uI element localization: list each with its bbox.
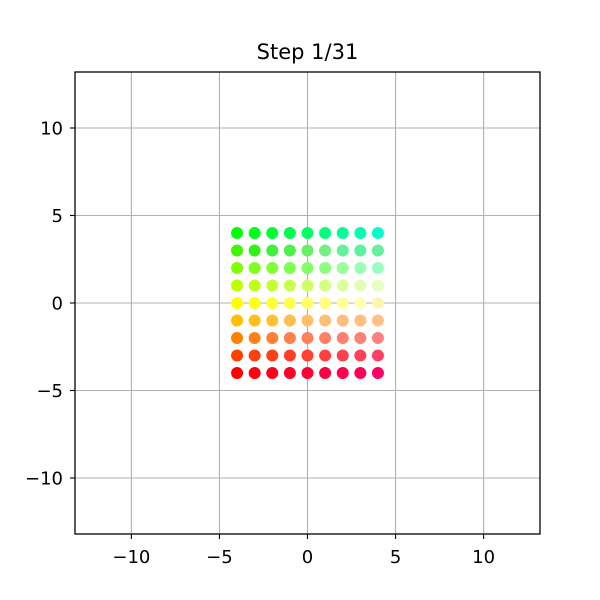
data-point <box>319 367 332 379</box>
data-point <box>266 262 279 274</box>
data-point <box>354 349 367 362</box>
data-point <box>301 244 314 257</box>
data-point <box>371 297 384 309</box>
data-point <box>266 332 279 344</box>
data-point <box>283 349 296 362</box>
data-point <box>283 367 296 379</box>
data-point <box>319 314 332 327</box>
data-point <box>371 349 384 362</box>
data-point <box>301 332 314 344</box>
data-point <box>319 279 332 292</box>
data-point <box>319 262 332 274</box>
chart-title: Step 1/31 <box>257 40 359 64</box>
data-point <box>231 332 244 344</box>
data-point <box>336 279 349 292</box>
data-point <box>248 244 261 257</box>
data-point <box>336 227 349 239</box>
data-point <box>336 314 349 327</box>
data-point <box>283 262 296 274</box>
data-point <box>336 297 349 309</box>
data-point <box>354 244 367 257</box>
data-point <box>248 349 261 362</box>
data-point <box>248 227 261 239</box>
data-point <box>248 262 261 274</box>
x-tick-label: −5 <box>206 547 233 568</box>
data-point <box>283 227 296 239</box>
data-point <box>336 262 349 274</box>
data-point <box>231 279 244 292</box>
data-point <box>319 227 332 239</box>
data-point <box>231 314 244 327</box>
data-point <box>266 349 279 362</box>
data-point <box>283 244 296 257</box>
data-point <box>319 349 332 362</box>
y-tick-label: 0 <box>52 294 63 315</box>
data-point <box>371 244 384 257</box>
data-point <box>319 244 332 257</box>
data-points <box>231 227 384 379</box>
data-point <box>371 314 384 327</box>
data-point <box>266 279 279 292</box>
x-axis-ticks: −10 −5 0 5 10 <box>112 534 495 568</box>
data-point <box>248 367 261 379</box>
data-point <box>319 332 332 344</box>
data-point <box>266 367 279 379</box>
data-point <box>231 297 244 309</box>
data-point <box>266 314 279 327</box>
data-point <box>371 227 384 239</box>
y-tick-label: 10 <box>40 119 63 140</box>
data-point <box>319 297 332 309</box>
data-point <box>231 244 244 257</box>
data-point <box>354 279 367 292</box>
data-point <box>301 367 314 379</box>
data-point <box>248 279 261 292</box>
x-tick-label: 5 <box>390 547 401 568</box>
x-tick-label: 0 <box>302 547 313 568</box>
y-axis-ticks: −10 −5 0 5 10 <box>25 119 75 490</box>
data-point <box>354 297 367 309</box>
data-point <box>266 227 279 239</box>
data-point <box>354 262 367 274</box>
data-point <box>371 367 384 379</box>
data-point <box>354 227 367 239</box>
data-point <box>231 227 244 239</box>
data-point <box>231 349 244 362</box>
data-point <box>336 332 349 344</box>
data-point <box>248 332 261 344</box>
data-point <box>266 244 279 257</box>
y-tick-label: −10 <box>25 469 63 490</box>
data-point <box>336 244 349 257</box>
data-point <box>266 297 279 309</box>
data-point <box>301 279 314 292</box>
data-point <box>301 227 314 239</box>
data-point <box>354 332 367 344</box>
data-point <box>231 262 244 274</box>
data-point <box>301 314 314 327</box>
data-point <box>283 314 296 327</box>
data-point <box>301 297 314 309</box>
data-point <box>371 332 384 344</box>
y-tick-label: −5 <box>36 381 63 402</box>
data-point <box>336 349 349 362</box>
data-point <box>371 262 384 274</box>
data-point <box>354 367 367 379</box>
data-point <box>336 367 349 379</box>
data-point <box>248 297 261 309</box>
x-tick-label: 10 <box>472 547 495 568</box>
data-point <box>371 279 384 292</box>
data-point <box>283 279 296 292</box>
data-point <box>301 349 314 362</box>
y-tick-label: 5 <box>52 206 63 227</box>
data-point <box>301 262 314 274</box>
data-point <box>283 332 296 344</box>
data-point <box>283 297 296 309</box>
data-point <box>248 314 261 327</box>
data-point <box>231 367 244 379</box>
grid-lines <box>75 72 540 534</box>
data-point <box>354 314 367 327</box>
x-tick-label: −10 <box>112 547 150 568</box>
